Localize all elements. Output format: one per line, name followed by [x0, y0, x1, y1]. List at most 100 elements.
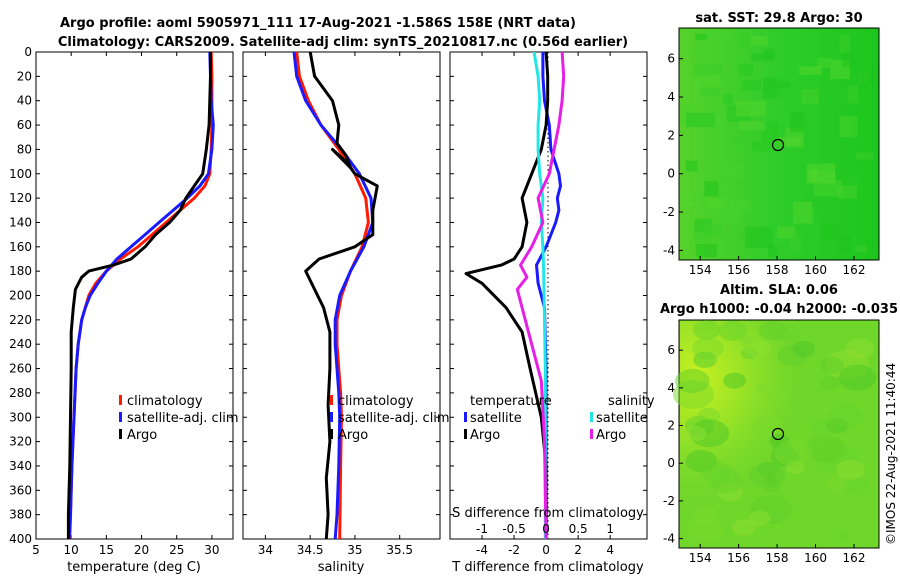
legend-label-sal-argo: Argo	[596, 428, 626, 443]
sla-texture-blob	[697, 407, 720, 424]
sla-map-title-line2: Argo h1000: -0.04 h2000: -0.035	[660, 302, 898, 317]
legend-label-satellite: satellite-adj. clim	[127, 411, 239, 426]
legend-swatch-argo	[330, 429, 333, 439]
sst-texture-cell	[685, 160, 698, 172]
salinity-diff-tick-label: 0	[542, 522, 550, 536]
sst-texture-cell	[695, 43, 706, 64]
map-x-tick-label: 158	[766, 551, 789, 565]
sla-map-texture	[672, 320, 877, 544]
sla-texture-blob	[754, 384, 769, 394]
legend-label-sal-satellite: satellite	[596, 411, 648, 426]
map-y-tick-label: -4	[663, 243, 675, 257]
difference-xlabel: T difference from climatology	[451, 560, 644, 575]
series-line-sal_satellite	[532, 52, 547, 539]
legend-title-temperature: temperature	[470, 394, 552, 409]
map-x-tick-label: 158	[766, 263, 789, 277]
x-tick-label: -2	[508, 543, 520, 557]
sst-texture-cell	[854, 245, 867, 253]
sst-texture-cell	[736, 100, 766, 117]
y-tick-label: 200	[9, 289, 32, 303]
figure-title-line1: Argo profile: aoml 5905971_111 17-Aug-20…	[60, 16, 576, 31]
sst-texture-cell	[739, 121, 766, 131]
x-tick-label: 34	[258, 543, 273, 557]
sst-texture-cell	[752, 141, 771, 152]
legend-swatch-satellite	[119, 412, 122, 422]
salinity-diff-tick-label: -0.5	[502, 522, 525, 536]
sst-map-texture	[681, 29, 874, 257]
sst-texture-cell	[691, 194, 707, 202]
difference-series	[464, 52, 566, 539]
sst-texture-cell	[745, 226, 773, 248]
sla-texture-blob	[723, 372, 747, 389]
legend-label-argo: Argo	[127, 428, 157, 443]
sla-texture-blob	[748, 510, 771, 526]
sst-texture-cell	[695, 33, 707, 41]
sst-texture-cell	[842, 51, 860, 67]
sst-texture-cell	[839, 115, 858, 138]
sst-texture-cell	[837, 185, 857, 199]
sla-texture-blob	[845, 338, 875, 359]
sla-texture-blob	[748, 462, 786, 489]
x-tick-label: 10	[64, 543, 79, 557]
sst-texture-cell	[741, 79, 762, 91]
legend-swatch-satellite	[330, 412, 333, 422]
map-y-tick-label: 6	[667, 52, 675, 66]
sst-map-panel: sat. SST: 29.8 Argo: 30 154 156 158 160 162 6…	[663, 11, 880, 277]
sla-texture-blob	[805, 434, 845, 463]
figure-title-line2: Climatology: CARS2009. Satellite-adj cli…	[58, 35, 628, 50]
sst-texture-cell	[720, 164, 745, 179]
sla-texture-blob	[746, 397, 761, 407]
map-y-tick-label: 6	[667, 343, 675, 357]
sla-map-panel: Altim. SLA: 0.06 Argo h1000: -0.04 h2000…	[660, 283, 898, 565]
x-tick-label: 35.5	[386, 543, 413, 557]
map-x-tick-label: 162	[843, 551, 866, 565]
temperature-xlabel: temperature (deg C)	[67, 560, 201, 575]
map-y-tick-label: 4	[667, 381, 675, 395]
sst-map-title: sat. SST: 29.8 Argo: 30	[695, 11, 862, 26]
x-tick-label: 2	[574, 543, 582, 557]
sst-texture-cell	[811, 199, 835, 212]
argo-location-marker	[771, 138, 785, 152]
map-x-tick-label: 154	[689, 551, 712, 565]
y-tick-label: 240	[9, 337, 32, 351]
y-tick-label: 360	[9, 483, 32, 497]
sst-texture-cell	[761, 121, 779, 141]
sst-texture-cell	[707, 198, 728, 210]
sst-texture-cell	[785, 127, 804, 148]
x-tick-label: 5	[32, 543, 40, 557]
sla-texture-blob	[820, 356, 845, 374]
sst-texture-cell	[704, 181, 719, 197]
series-line-argo	[66, 52, 212, 539]
legend-label-satellite: satellite-adj. clim	[338, 411, 450, 426]
map-x-tick-label: 160	[804, 263, 827, 277]
y-tick-label: 160	[9, 240, 32, 254]
sla-texture-blob	[774, 439, 812, 466]
sst-texture-cell	[855, 152, 874, 160]
map-x-tick-label: 156	[727, 263, 750, 277]
difference-legend: temperature salinity satellite Argo sate…	[464, 394, 655, 443]
sst-texture-cell	[685, 112, 715, 128]
sst-texture-cell	[814, 180, 843, 197]
salinity-diff-tick-label: 0.5	[569, 522, 588, 536]
sla-texture-blob	[745, 339, 772, 358]
sst-texture-cell	[847, 84, 859, 104]
y-tick-label: 400	[9, 532, 32, 546]
map-y-tick-label: -2	[663, 205, 675, 219]
legend-label-climatology: climatology	[127, 394, 203, 409]
salinity-difference-label: S difference from climatology	[452, 506, 644, 521]
sst-texture-cell	[739, 63, 754, 76]
sla-texture-blob	[811, 418, 835, 435]
sst-texture-cell	[694, 231, 711, 243]
depth-axis: 0 20 40 60 80 100 120 140 160 180 200 220 240 260 280 3…	[9, 45, 233, 546]
sla-map-axes: 154 156 158 160 162 6 4 2 0 -2 -4	[663, 343, 865, 565]
sla-texture-blob	[686, 518, 724, 544]
sst-texture-cell	[723, 187, 736, 204]
legend-swatch-temp-argo	[464, 429, 467, 439]
legend-title-salinity: salinity	[608, 394, 655, 409]
y-tick-label: 380	[9, 508, 32, 522]
y-tick-label: 260	[9, 362, 32, 376]
map-x-tick-label: 162	[843, 263, 866, 277]
sst-texture-cell	[806, 163, 836, 184]
sla-texture-blob	[792, 340, 815, 358]
sla-texture-blob	[675, 368, 710, 394]
